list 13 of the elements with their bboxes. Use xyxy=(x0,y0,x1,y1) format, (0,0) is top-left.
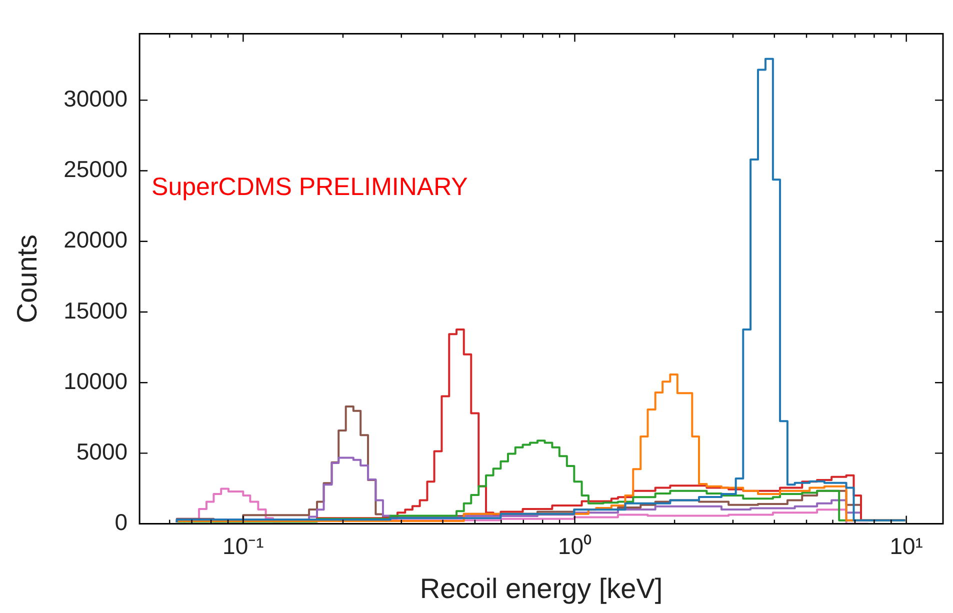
x-axis-title: Recoil energy [keV] xyxy=(420,572,663,604)
x-tick-label: 10¹ xyxy=(890,532,924,559)
y-tick-label: 10000 xyxy=(64,368,128,394)
y-tick-label: 25000 xyxy=(64,156,128,182)
annotation: SuperCDMS PRELIMINARY xyxy=(152,173,468,202)
y-tick-label: 15000 xyxy=(64,297,128,324)
y-tick-label: 20000 xyxy=(64,226,128,253)
y-tick-label: 0 xyxy=(114,509,128,536)
y-tick-label: 30000 xyxy=(64,86,128,112)
y-tick-label: 5000 xyxy=(76,438,128,465)
y-axis-title: Counts xyxy=(12,234,43,324)
x-tick-label: 10⁻¹ xyxy=(222,532,264,559)
x-tick-label: 10⁰ xyxy=(558,532,592,559)
